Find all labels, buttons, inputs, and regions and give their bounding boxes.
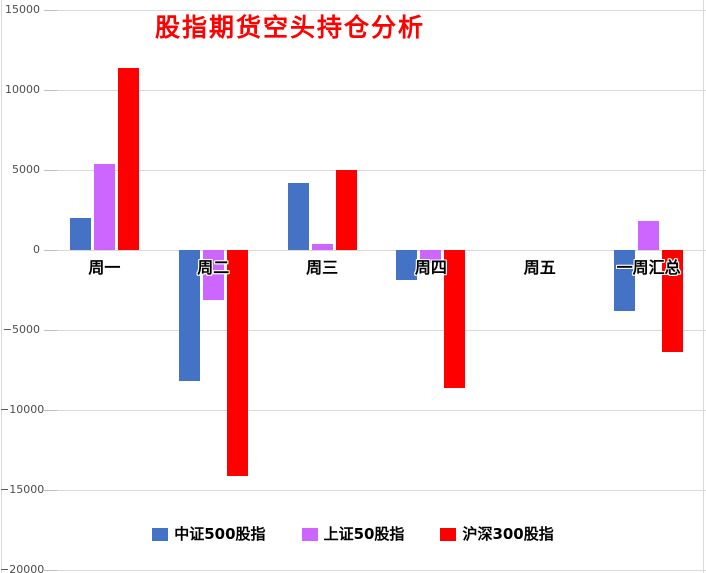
legend-label: 沪深300股指 [462,525,554,543]
plot-right-border [703,0,704,573]
y-tick-label: −15000 [0,483,45,496]
chart-bar [420,250,442,263]
y-tick-label: −10000 [0,403,45,416]
axis-tick [44,90,57,91]
chart-bar [69,218,91,250]
legend-item: 中证500股指 [152,525,266,543]
gridline [48,570,706,571]
chart-bar [662,250,684,353]
legend-label: 上证50股指 [323,525,405,543]
gridline [48,410,706,411]
legend: 中证500股指 上证50股指 沪深300股指 [0,526,706,543]
y-tick-label: 5000 [12,163,40,176]
y-tick-label: 15000 [5,3,40,16]
chart-bar [93,163,115,250]
gridline [48,330,706,331]
y-tick-label: −20000 [0,563,45,573]
axis-tick [44,170,57,171]
x-axis-label: 周一 [88,258,121,277]
chart-bar [178,250,200,382]
axis-tick [44,410,57,411]
legend-item: 上证50股指 [301,525,405,543]
y-tick-label: 10000 [5,83,40,96]
chart-bar [117,67,139,250]
y-tick-label: −5000 [2,323,40,336]
chart-bar [202,250,224,300]
x-axis-label: 周二 [197,258,230,277]
axis-tick [44,490,57,491]
axis-tick [44,250,57,251]
legend-swatch-icon [152,528,169,541]
legend-label: 中证500股指 [174,525,266,543]
chart-bar [311,243,333,250]
axis-tick [44,330,57,331]
x-axis-label: 周三 [306,258,339,277]
chart-bar [444,250,466,388]
gridline [48,90,706,91]
plot-left-border [1,0,2,573]
chart-bar [396,250,418,281]
axis-tick [44,10,57,11]
gridline [48,170,706,171]
chart-bar [638,221,660,250]
axis-tick [44,570,57,571]
y-tick-label: 0 [33,243,40,256]
gridline [48,250,706,251]
legend-item: 沪深300股指 [440,525,554,543]
x-axis-label: 周四 [414,258,447,277]
chart-bar [614,250,636,311]
chart-bar [287,182,309,250]
legend-swatch-icon [301,528,318,541]
chart-bar [226,250,248,476]
chart-title: 股指期货空头持仓分析 [155,13,426,42]
gridline [48,10,706,11]
gridline [48,490,706,491]
chart-bar [335,170,357,250]
legend-swatch-icon [440,528,457,541]
x-axis-label: 周五 [523,258,556,277]
x-axis-label: 一周汇总 [616,258,681,277]
